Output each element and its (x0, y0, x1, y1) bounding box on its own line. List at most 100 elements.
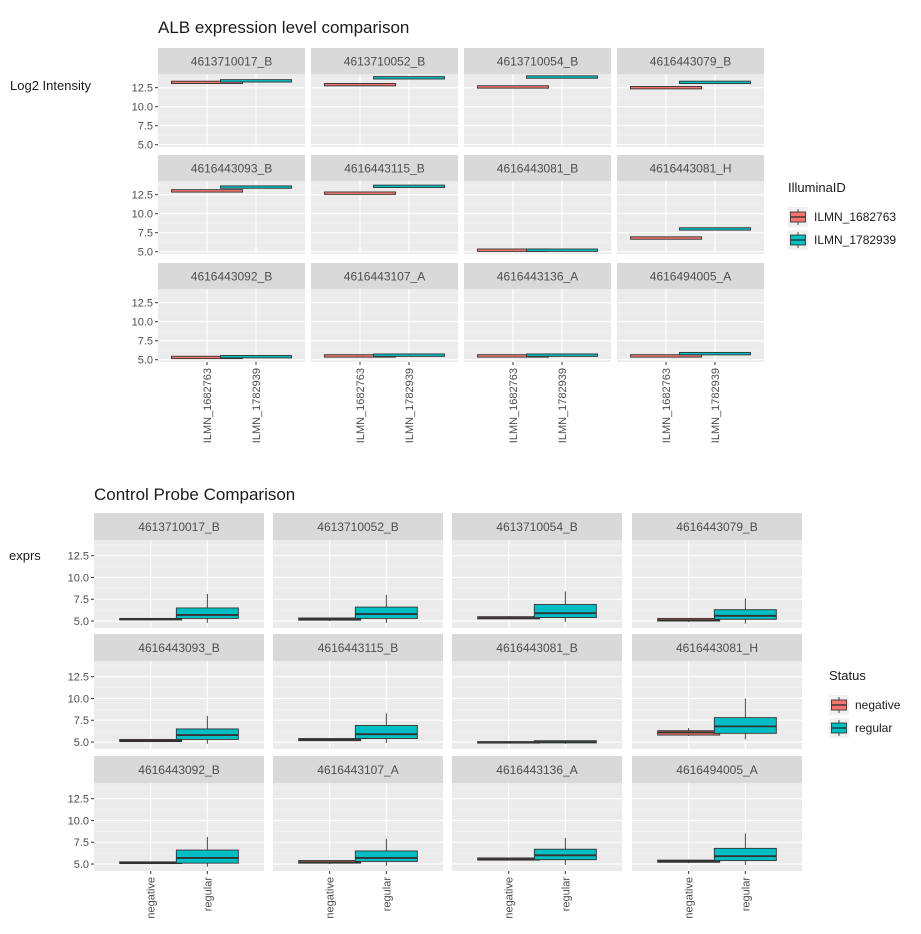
y-tick-label: 10.0 (68, 815, 89, 827)
legend-key (829, 695, 849, 715)
facet-strip-label: 4616494005_A (676, 763, 757, 777)
facet-panel: 4616443081_B (464, 155, 611, 254)
box-mark (175, 715, 239, 744)
box-mark (119, 738, 183, 743)
facet-panel: 4616443136_A negative regular (452, 756, 622, 919)
facet-strip-label: 4613710054_B (497, 55, 578, 69)
box-mark (477, 85, 549, 89)
y-tick-label: 5.0 (138, 247, 153, 259)
panel-background (464, 74, 611, 147)
y-tick-label: 5.0 (74, 859, 89, 871)
y-tick-label: 10.0 (68, 572, 89, 584)
box-mark (657, 859, 721, 864)
facet-panel: 4616443107_A ILMN_1682763 ILMN_1782939 (311, 263, 458, 443)
facet-strip-label: 4616443092_B (138, 763, 219, 777)
box-mark (713, 698, 777, 740)
x-tick-label: ILMN_1682763 (355, 368, 367, 443)
box-body (354, 606, 418, 619)
facet-strip-label: 4616443107_A (317, 763, 398, 777)
panel-background (158, 181, 305, 254)
facet-strip-label: 4616443081_H (676, 641, 758, 655)
box-mark (354, 838, 418, 866)
facet-panel: 4616494005_A ILMN_1682763 ILMN_1782939 (617, 263, 764, 443)
facet-strip (94, 513, 264, 540)
facet-strip-label: 4616494005_A (650, 270, 731, 284)
box-mark (324, 82, 396, 87)
facet-strip (452, 634, 622, 661)
y-tick-label: 7.5 (74, 715, 89, 727)
box-mark (175, 837, 239, 867)
facet-strip (273, 756, 443, 783)
box-mark (373, 76, 445, 80)
box-mark (679, 80, 751, 85)
y-tick-label: 5.0 (74, 616, 89, 628)
facet-strip-label: 4613710052_B (344, 55, 425, 69)
panel-background (617, 181, 764, 254)
y-tick-label: 7.5 (138, 336, 153, 348)
x-tick-label: ILMN_1782939 (251, 368, 263, 443)
box-mark (657, 617, 721, 622)
box-mark (713, 598, 777, 624)
box-mark (533, 591, 597, 622)
facet-strip-label: 4613710017_B (191, 55, 272, 69)
y-tick-label: 12.5 (132, 83, 153, 95)
facet-strip (273, 634, 443, 661)
y-tick-label: 12.5 (68, 794, 89, 806)
box-mark (220, 185, 292, 189)
box-mark (119, 617, 183, 621)
chart-1-title: ALB expression level comparison (158, 18, 409, 37)
x-tick-label: negative (146, 877, 158, 919)
chart-2-legend: Status negative regular (829, 668, 901, 738)
box-mark (630, 86, 702, 90)
facet-strip-label: 4616443081_B (496, 641, 577, 655)
box-body (713, 609, 777, 620)
y-tick-label: 12.5 (68, 672, 89, 684)
panel-background (464, 289, 611, 362)
box-mark (298, 860, 362, 865)
facet-strip-label: 4616443079_B (650, 55, 731, 69)
y-tick-label: 10.0 (132, 209, 153, 221)
chart-2-facets: 4613710017_B 5.0 7.5 10.0 12.5 4613710052_B 46… (68, 513, 802, 919)
facet-strip (311, 155, 458, 181)
facet-strip-label: 4616443081_H (649, 162, 731, 176)
facet-strip-label: 4613710052_B (317, 520, 398, 534)
panel-background (464, 181, 611, 254)
y-tick-label: 10.0 (132, 317, 153, 329)
y-tick-label: 7.5 (74, 837, 89, 849)
x-tick-label: regular (202, 877, 214, 912)
legend-key (788, 207, 808, 227)
x-tick-label: ILMN_1782939 (404, 368, 416, 443)
facet-strip (94, 756, 264, 783)
box-body (354, 725, 418, 739)
y-tick-label: 12.5 (68, 551, 89, 563)
facet-strip-label: 4616443079_B (676, 520, 757, 534)
legend-key (788, 230, 808, 250)
box-body (713, 847, 777, 861)
facet-strip-label: 4616443115_B (344, 162, 425, 176)
box-mark (477, 616, 541, 620)
y-tick-label: 10.0 (132, 102, 153, 114)
box-body (354, 850, 418, 862)
facet-panel: 4616443081_H (632, 634, 802, 749)
panel-background (632, 661, 802, 749)
facet-strip-label: 4616443093_B (138, 641, 219, 655)
x-tick-label: ILMN_1782939 (710, 368, 722, 443)
facet-strip (617, 48, 764, 74)
box-mark (526, 353, 598, 357)
facet-strip (158, 155, 305, 181)
box-mark (526, 248, 598, 252)
panel-background (617, 74, 764, 147)
box-mark (533, 837, 597, 865)
facet-strip (632, 756, 802, 783)
facet-strip-label: 4613710054_B (496, 520, 577, 534)
box-mark (533, 740, 597, 744)
legend-label: ILMN_1682763 (814, 210, 896, 224)
facet-panel: 4616443081_H (617, 155, 764, 254)
box-mark (679, 227, 751, 231)
legend-label: ILMN_1782939 (814, 233, 896, 247)
facet-strip (273, 513, 443, 540)
panel-background (617, 289, 764, 362)
box-mark (324, 191, 396, 195)
x-tick-label: ILMN_1682763 (508, 368, 520, 443)
